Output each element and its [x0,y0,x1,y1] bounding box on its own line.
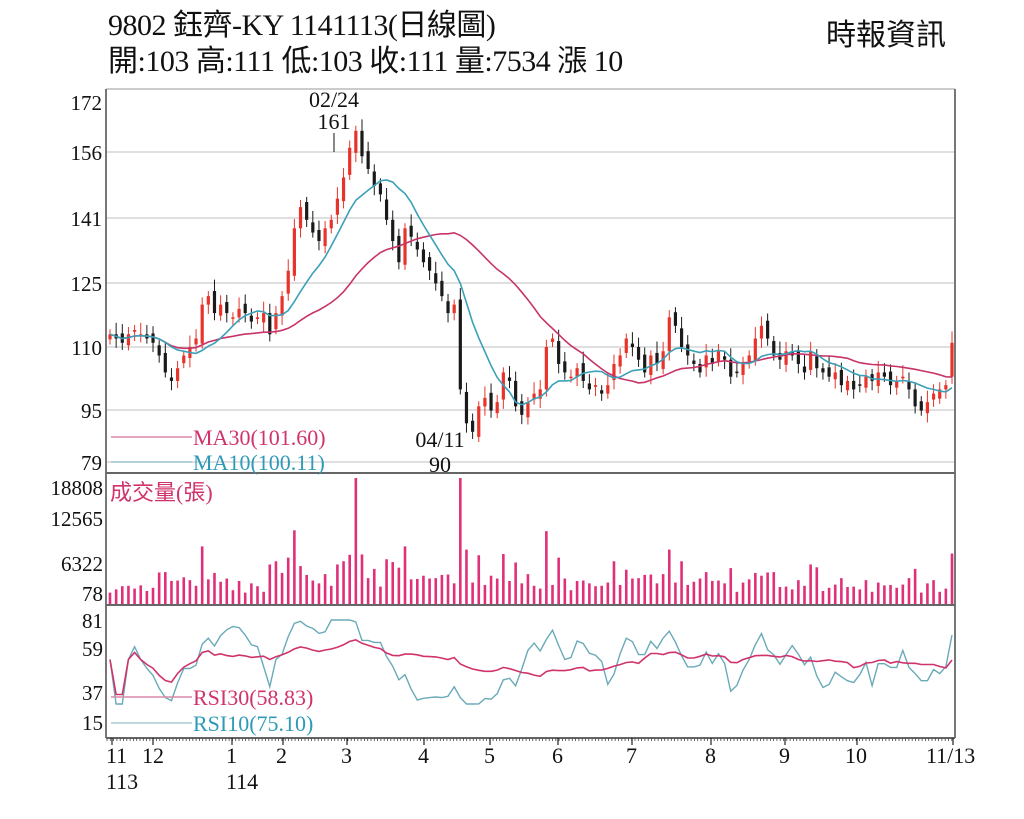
high-value: 161 [318,109,351,134]
ma30-legend: MA30(101.60) [193,425,326,450]
ma10-legend: MA10(100.11) [193,450,325,475]
year-label: 114 [226,769,258,794]
volume-tick: 12565 [51,507,104,531]
price-tick: 95 [81,399,102,423]
price-tick: 141 [71,207,103,231]
ma30-line [109,231,953,384]
volume-legend: 成交量(張) [110,480,213,505]
year-label: 113 [106,769,138,794]
rsi-legend: RSI30(58.83) RSI10(75.10) [111,685,313,736]
price-tick: 156 [71,141,103,165]
month-label: 4 [418,743,429,768]
rsi-tick: 81 [82,609,103,633]
price-gridlines [107,151,954,463]
low-date: 04/11 [415,427,464,452]
candlestick-series [108,119,954,442]
month-label: 5 [484,743,495,768]
price-tick: 110 [71,336,102,360]
month-label: 12 [142,743,164,768]
chart-frame [105,88,956,739]
rsi-y-axis: 81 59 37 15 [82,609,103,735]
month-label: 9 [779,743,790,768]
x-axis: 11 12 1 2 3 4 5 6 7 8 9 10 11/13 113 114 [106,743,975,794]
price-tick: 125 [71,272,103,296]
low-value: 90 [429,452,451,477]
month-label: 11 [106,743,127,768]
price-tick: 79 [81,451,102,475]
ma10-line [109,179,953,406]
price-y-axis: 172 156 141 125 110 95 79 [71,91,103,475]
month-label: 1 [226,743,237,768]
volume-bars [108,478,954,604]
volume-tick: 78 [82,582,103,606]
source-label: 時報資訊 [826,19,946,52]
rsi-tick: 59 [82,637,103,661]
month-label: 8 [705,743,716,768]
chart-title: 9802 鈺齊-KY 1141113(日線圖) [108,9,496,42]
month-label: 6 [552,743,563,768]
volume-tick: 18808 [51,476,104,500]
price-tick: 172 [71,91,103,115]
rsi10-legend: RSI10(75.10) [193,711,313,736]
volume-tick: 6322 [61,552,103,576]
month-label: 3 [341,743,352,768]
rsi-tick: 15 [82,711,103,735]
rsi30-line [109,638,953,696]
month-label: 7 [626,743,637,768]
month-label: 2 [276,743,287,768]
ma-legend: MA30(101.60) MA10(100.11) [111,425,326,475]
high-date: 02/24 [309,87,359,112]
month-label: 11/13 [926,743,975,768]
low-annotation: 04/11 90 [415,427,464,477]
month-label: 10 [845,743,867,768]
volume-y-axis: 18808 12565 6322 78 [51,476,104,606]
rsi-tick: 37 [82,681,103,705]
rsi30-legend: RSI30(58.83) [193,685,313,710]
x-axis-minor-ticks [106,738,954,745]
high-annotation: 02/24 161 [309,87,359,152]
ohlc-summary: 開:103 高:111 低:103 收:111 量:7534 漲 10 [108,45,623,78]
